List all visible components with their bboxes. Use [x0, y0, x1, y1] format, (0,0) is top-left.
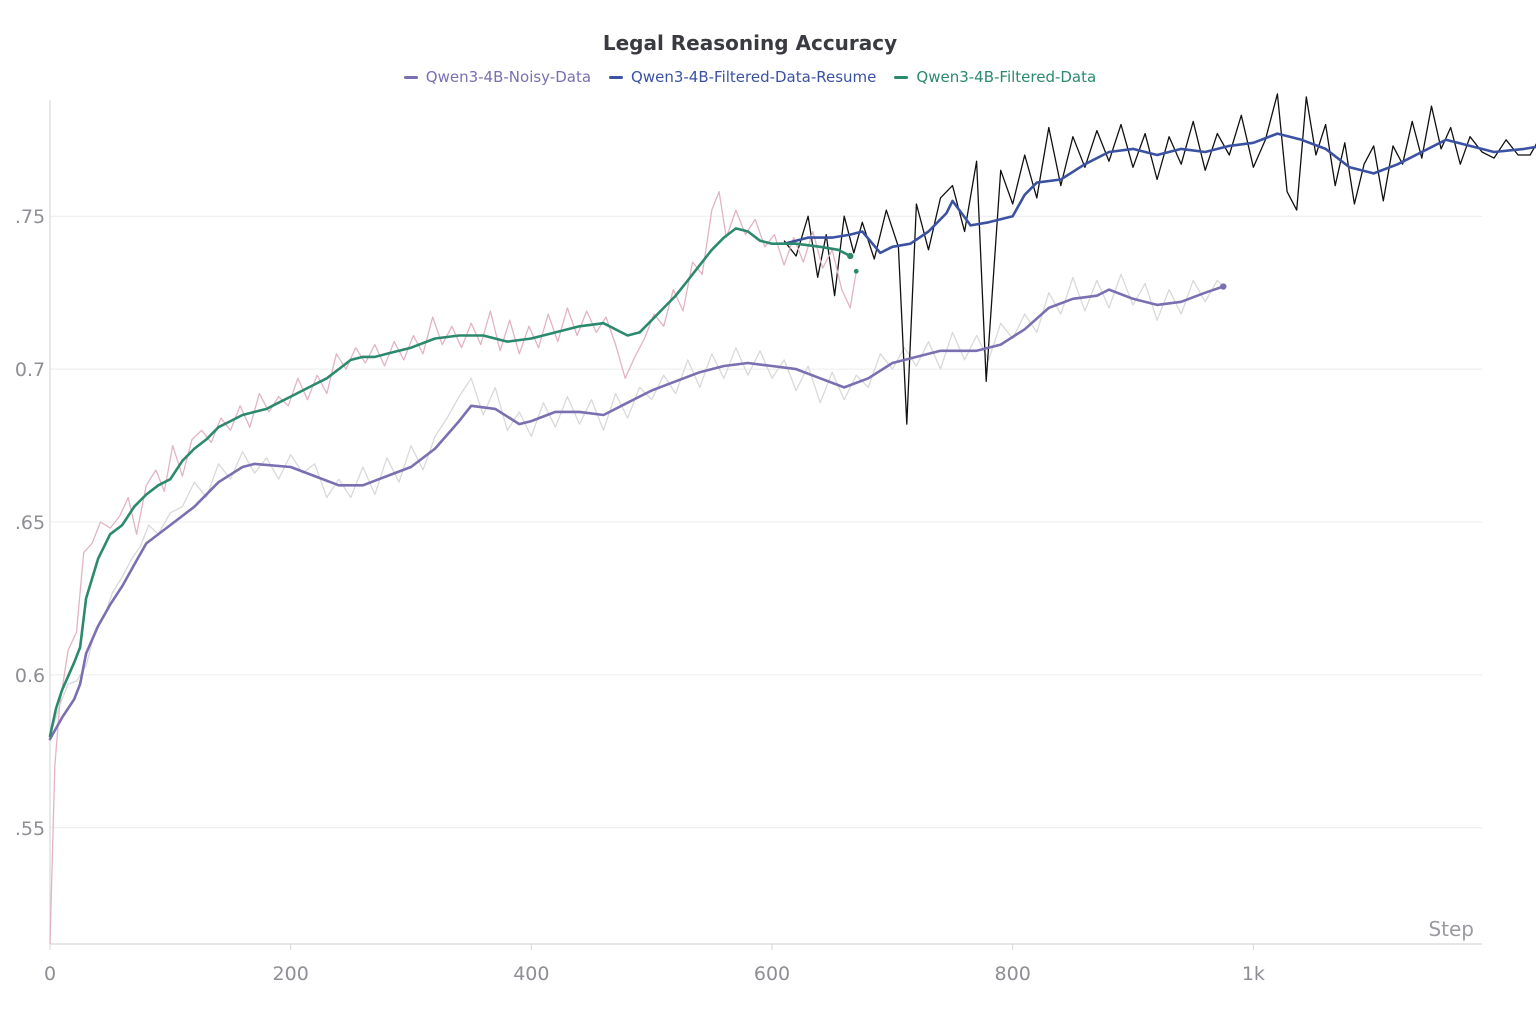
smoothed-line-qwen3-4b-noisy-data: [48, 285, 1225, 741]
y-tick-label: 0.6: [15, 665, 45, 687]
raw-line-qwen3-4b-filtered-data: [49, 191, 857, 945]
x-axis-label: Step: [1428, 917, 1474, 941]
x-tick-label: 200: [273, 963, 309, 985]
gridlines: [50, 215, 1482, 829]
legend-item-qwen3-4b-filtered-data[interactable]: Qwen3-4B-Filtered-Data: [894, 68, 1096, 86]
chart-title: Legal Reasoning Accuracy: [602, 31, 898, 55]
x-tick-label: 400: [513, 963, 549, 985]
x-tick-label: 0: [44, 963, 56, 985]
raw-endpoint-marker-qwen3-4b-noisy-data: [1220, 284, 1226, 289]
legend-item-qwen3-4b-filtered-data-resume[interactable]: Qwen3-4B-Filtered-Data-Resume: [609, 68, 876, 86]
smoothed-line-qwen3-4b-filtered-data: [48, 227, 852, 738]
legend-label: Qwen3-4B-Noisy-Data: [425, 68, 592, 86]
raw-endpoint-marker-qwen3-4b-filtered-data: [853, 268, 859, 274]
legend-label: Qwen3-4B-Filtered-Data: [916, 68, 1097, 86]
smoothed-line-qwen3-4b-filtered-data-resume: [782, 132, 1536, 255]
raw-line-qwen3-4b-filtered-data-resume: [783, 93, 1536, 425]
raw-line-qwen3-4b-noisy-data: [49, 273, 1224, 737]
x-tick-label: 1k: [1242, 963, 1265, 985]
x-tick-label: 600: [754, 963, 790, 985]
y-tick-label: .65: [15, 512, 45, 534]
legend-label: Qwen3-4B-Filtered-Data-Resume: [631, 68, 877, 86]
y-tick-label: .75: [15, 206, 45, 228]
legend-swatch: [403, 75, 418, 79]
legend-item-qwen3-4b-noisy-data[interactable]: Qwen3-4B-Noisy-Data: [403, 68, 592, 86]
chart-legend: Qwen3-4B-Noisy-Data Qwen3-4B-Filtered-Dat…: [0, 68, 1500, 86]
endpoint-marker-qwen3-4b-filtered-data: [847, 252, 854, 260]
x-tick-label: 800: [995, 963, 1031, 985]
y-tick-label: 0.7: [15, 359, 45, 381]
axes: .55 0.6 .65 0.7 .75 0 200 400 600 800 1k: [15, 100, 1482, 985]
legend-swatch: [894, 75, 909, 79]
series-lines: [48, 93, 1536, 945]
y-tick-label: .55: [15, 818, 45, 840]
legend-swatch: [609, 75, 624, 79]
